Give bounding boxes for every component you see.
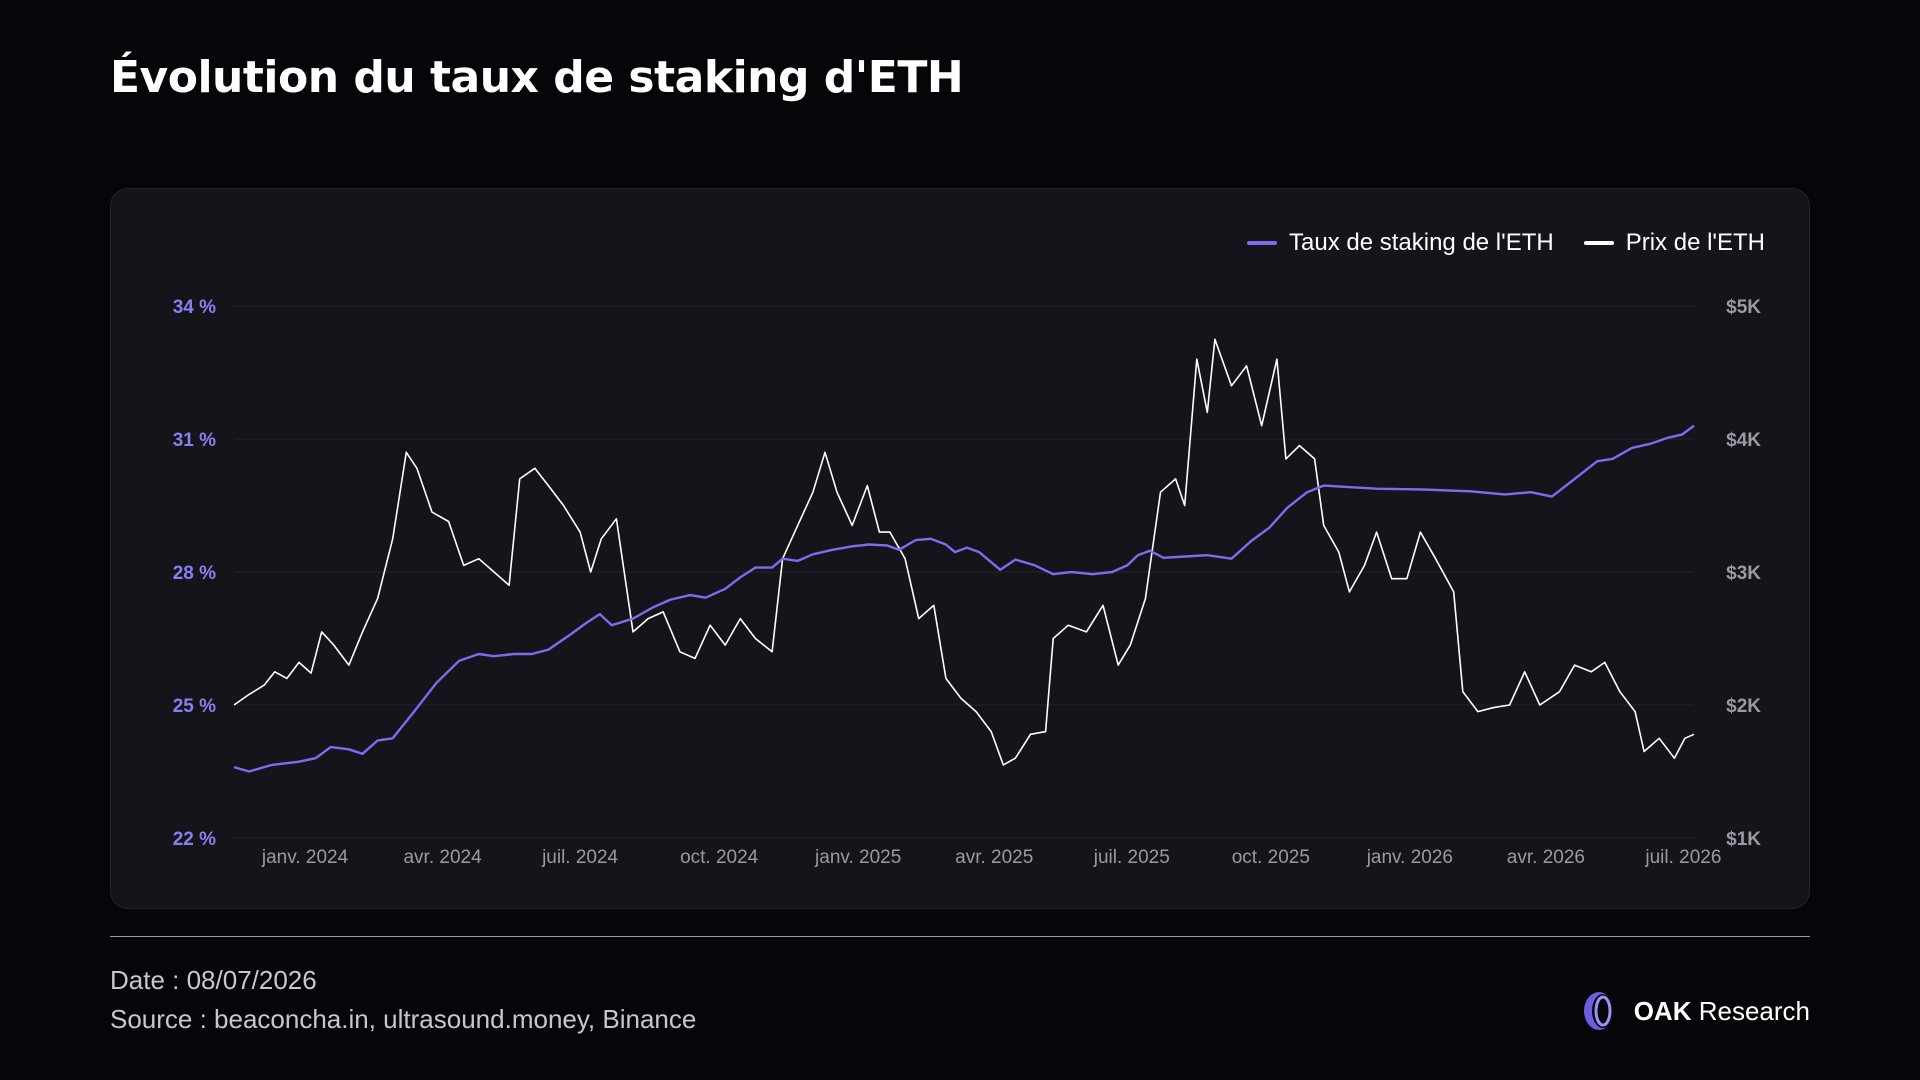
legend: Taux de staking de l'ETH Prix de l'ETH <box>1247 229 1765 257</box>
series-line-staking <box>233 424 1695 773</box>
left-axis-tick-label: 34 % <box>173 297 216 318</box>
x-axis-tick-label: janv. 2026 <box>1366 847 1453 868</box>
legend-item-price: Prix de l'ETH <box>1583 229 1765 257</box>
page-title: Évolution du taux de staking d'ETH <box>110 52 964 103</box>
right-axis-tick-label: $3K <box>1726 563 1761 584</box>
series-lines <box>233 338 1695 773</box>
oak-logo-icon <box>1583 992 1614 1030</box>
chart-plot: 22 % 25 % 28 % 31 % 34 % $1K $2K $3K $4K $5K jan… <box>173 297 1762 868</box>
x-axis-tick-label: juil. 2025 <box>1093 847 1170 868</box>
right-axis-ticks: $1K $2K $3K $4K $5K <box>1726 297 1761 850</box>
x-axis-tick-label: avr. 2026 <box>1507 847 1585 868</box>
right-axis-tick-label: $4K <box>1726 430 1761 451</box>
brand: OAK Research <box>1582 990 1810 1032</box>
x-axis-tick-label: avr. 2024 <box>403 847 482 868</box>
footer-source: Source : beaconcha.in, ultrasound.money,… <box>110 1004 697 1034</box>
left-axis-tick-label: 31 % <box>173 430 216 451</box>
x-axis-tick-label: juil. 2026 <box>1644 847 1721 868</box>
left-axis-tick-label: 25 % <box>173 696 216 717</box>
brand-name-rest: Research <box>1698 995 1810 1026</box>
grid-lines <box>234 305 1694 839</box>
x-axis-tick-label: janv. 2025 <box>814 847 901 868</box>
footer-date: Date : 08/07/2026 <box>110 965 317 995</box>
footer-divider <box>110 936 1810 937</box>
right-axis-tick-label: $1K <box>1726 829 1761 850</box>
x-axis-tick-label: juil. 2024 <box>541 847 618 868</box>
left-axis-ticks: 22 % 25 % 28 % 31 % 34 % <box>173 297 216 850</box>
legend-swatch-price <box>1583 241 1614 245</box>
right-axis-tick-label: $5K <box>1726 297 1761 318</box>
legend-label-staking: Taux de staking de l'ETH <box>1289 229 1554 256</box>
legend-swatch-staking <box>1247 241 1277 245</box>
x-axis-ticks: janv. 2024 avr. 2024 juil. 2024 oct. 2024 ja… <box>261 847 1722 868</box>
legend-item-staking: Taux de staking de l'ETH <box>1247 229 1554 257</box>
legend-label-price: Prix de l'ETH <box>1625 229 1765 256</box>
x-axis-tick-label: oct. 2025 <box>1232 847 1310 868</box>
x-axis-tick-label: oct. 2024 <box>680 847 759 868</box>
chart-panel: Taux de staking de l'ETH Prix de l'ETH 2… <box>110 188 1810 909</box>
brand-name-bold: OAK <box>1633 995 1692 1026</box>
series-line-price <box>233 338 1695 766</box>
left-axis-tick-label: 22 % <box>173 829 216 850</box>
right-axis-tick-label: $2K <box>1726 696 1761 717</box>
x-axis-tick-label: janv. 2024 <box>261 847 349 868</box>
left-axis-tick-label: 28 % <box>173 563 216 584</box>
x-axis-tick-label: avr. 2025 <box>955 847 1033 868</box>
